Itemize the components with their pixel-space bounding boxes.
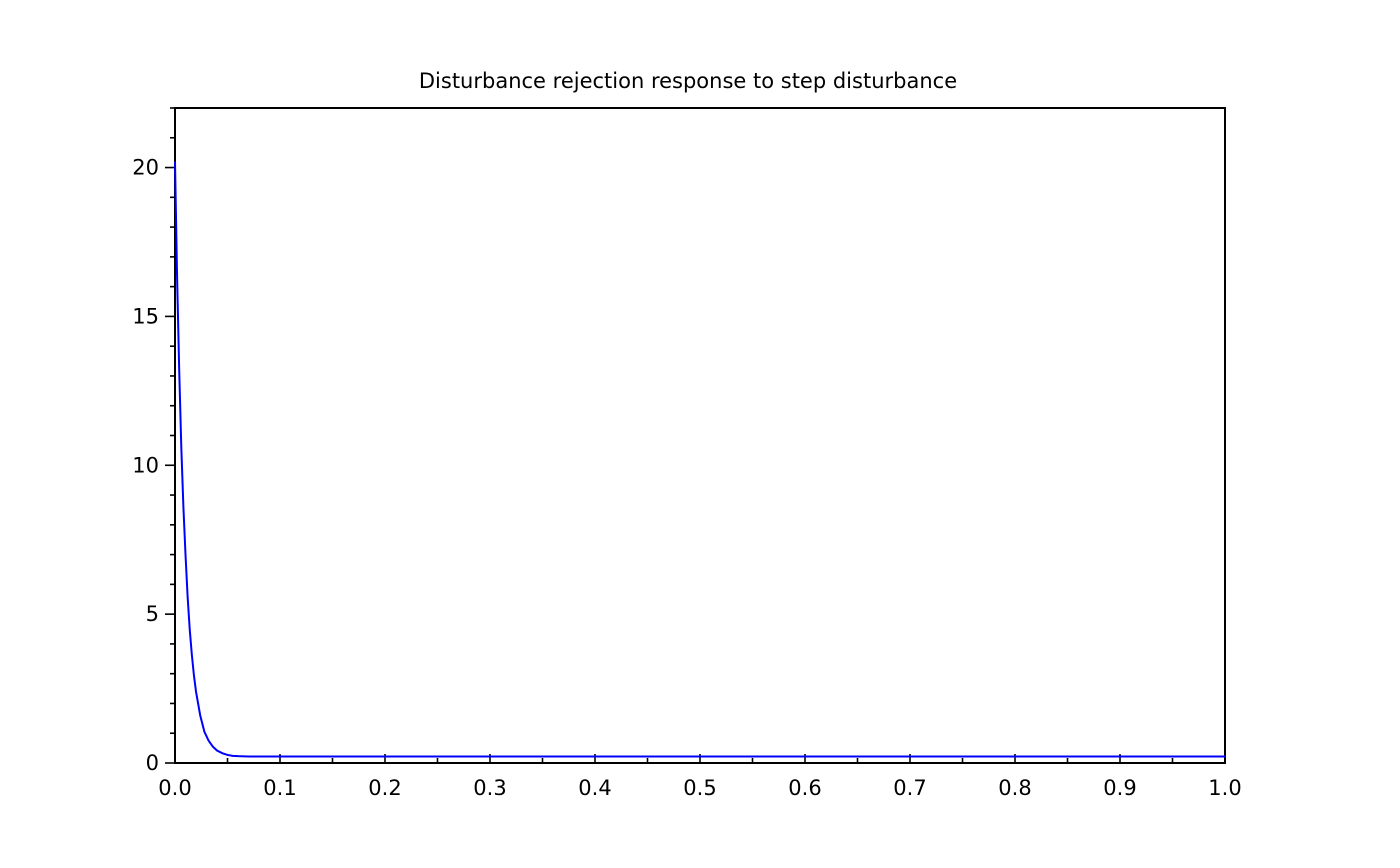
y-axis-ticks: 0 5 10 15 20 [132, 156, 175, 775]
y-tick-label: 10 [132, 453, 159, 477]
y-tick-label: 5 [146, 602, 159, 626]
x-tick-label: 0.0 [158, 776, 191, 800]
x-tick-label: 0.3 [473, 776, 506, 800]
y-tick-label: 15 [132, 304, 159, 328]
y-tick-label: 20 [132, 156, 159, 180]
x-tick-label: 0.2 [368, 776, 401, 800]
x-tick-label: 0.6 [788, 776, 821, 800]
chart-title: Disturbance rejection response to step d… [419, 69, 957, 93]
series-layer [174, 161, 1225, 758]
minor-ticks [170, 107, 1174, 763]
x-tick-label: 0.4 [578, 776, 611, 800]
x-tick-label: 0.8 [998, 776, 1031, 800]
x-tick-label: 0.9 [1103, 776, 1136, 800]
x-tick-label: 0.7 [893, 776, 926, 800]
x-tick-label: 0.5 [683, 776, 716, 800]
x-tick-label: 1.0 [1208, 776, 1241, 800]
y-tick-label: 0 [146, 751, 159, 775]
x-tick-label: 0.1 [263, 776, 296, 800]
x-axis-ticks: 0.0 0.1 0.2 0.3 0.4 0.5 0.6 0.7 0.8 0.9 1.0 [158, 754, 1242, 800]
series-line [174, 161, 1225, 758]
